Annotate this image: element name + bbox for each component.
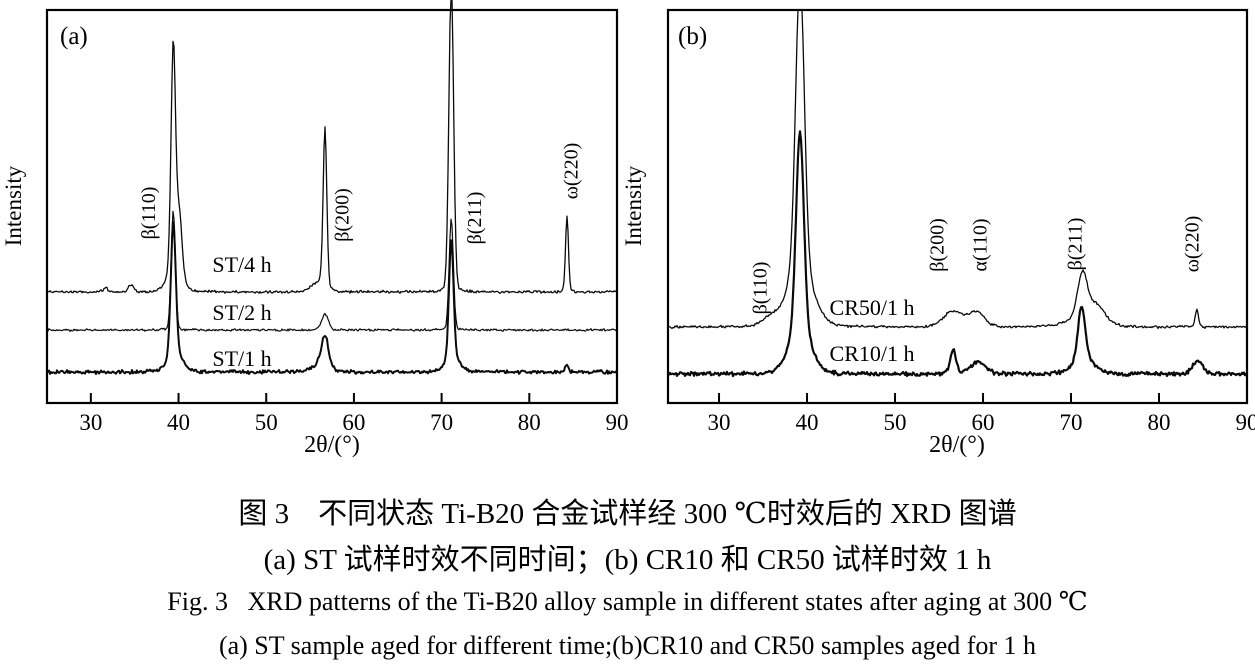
curve-label-st-2-h: ST/2 h (212, 300, 271, 325)
curve-st-2-h (46, 210, 618, 332)
panel-b-ticks: 30 40 50 60 70 80 90 (708, 393, 1255, 435)
x-tick-label: 60 (972, 410, 995, 435)
peak-label-211: β(211) (464, 192, 486, 245)
panel-a-label: (a) (60, 23, 88, 50)
x-tick-label: 90 (606, 410, 629, 435)
panel-b-y-axis-label: Intensity (621, 165, 646, 246)
panel-b-x-axis-label: 2θ/(°) (929, 432, 985, 458)
curve-cr10-1-h (666, 130, 1249, 378)
panel-a-y-axis-label: Intensity (1, 165, 26, 246)
x-tick-label: 50 (255, 410, 278, 435)
plot-frame-a (45, 8, 619, 405)
x-tick-label: 70 (430, 410, 453, 435)
peak-label-200: β(200) (926, 218, 948, 272)
curve-cr50-1-h (667, 9, 1248, 330)
panel-b-peak-labels: β(110) β(200) α(110) β(211) ω(220) (750, 216, 1204, 315)
panel-a-peak-labels: β(110) β(200) β(211) ω(220) (138, 143, 583, 245)
panel-b: (b) Intensity 2θ/(°) 30 40 50 60 70 80 90 CR50… (621, 8, 1255, 458)
x-tick-label: 30 (708, 410, 731, 435)
curve-label-st-4-h: ST/4 h (212, 252, 271, 277)
caption-en-subtitle: (a) ST sample aged for different time;(b… (218, 631, 1037, 660)
panel-b-curves: CR50/1 h CR10/1 h (666, 9, 1249, 378)
panel-a-ticks: 30 40 50 60 70 80 90 (79, 393, 629, 435)
x-tick-label: 60 (342, 410, 365, 435)
x-tick-label: 50 (884, 410, 907, 435)
panel-a: (a) Intensity 2θ/(°) 30 40 50 60 70 80 90 ST/4… (1, 0, 629, 458)
peak-label-200: β(200) (332, 188, 354, 242)
peak-label-211: β(211) (1065, 218, 1087, 271)
curve-label-cr50-1-h: CR50/1 h (830, 295, 915, 320)
curve-st-4-h (46, 0, 618, 294)
panel-b-label: (b) (678, 23, 707, 50)
x-tick-label: 90 (1236, 410, 1255, 435)
curve-label-cr10-1-h: CR10/1 h (830, 341, 915, 366)
peak-label-220: ω(220) (1182, 216, 1204, 272)
caption-zh-subtitle: (a) ST 试样时效不同时间；(b) CR10 和 CR50 试样时效 1 h (263, 544, 992, 576)
x-tick-label: 40 (796, 410, 819, 435)
peak-label-110: β(110) (750, 262, 772, 315)
peak-label-110: β(110) (138, 187, 160, 240)
caption-zh-title: 图 3 不同状态 Ti-B20 合金试样经 300 ℃时效后的 XRD 图谱 (238, 498, 1017, 530)
panel-a-curves: ST/4 h ST/2 h ST/1 h (46, 0, 618, 375)
curve-st-1-h (46, 220, 618, 375)
x-tick-label: 40 (167, 410, 190, 435)
x-tick-label: 70 (1060, 410, 1083, 435)
caption-en-title: Fig. 3 XRD patterns of the Ti-B20 alloy … (167, 587, 1088, 616)
x-tick-label: 80 (1148, 410, 1171, 435)
xrd-figure: (a) Intensity 2θ/(°) 30 40 50 60 70 80 90 ST/4… (1, 0, 1255, 458)
peak-label-220: ω(220) (561, 143, 583, 199)
peak-label-110: α(110) (970, 218, 992, 271)
curve-label-st-1-h: ST/1 h (212, 346, 271, 371)
plot-frame-b (666, 8, 1249, 405)
x-tick-label: 80 (518, 410, 541, 435)
panel-a-x-axis-label: 2θ/(°) (304, 432, 360, 458)
x-tick-label: 30 (79, 410, 102, 435)
